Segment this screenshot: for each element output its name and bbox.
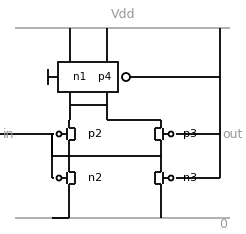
Text: p2: p2 (88, 129, 102, 139)
Text: n2: n2 (88, 173, 102, 183)
Text: out: out (223, 128, 243, 140)
Text: Vdd: Vdd (111, 7, 135, 21)
Circle shape (122, 73, 130, 81)
Text: p3: p3 (183, 129, 197, 139)
Circle shape (57, 176, 62, 180)
Circle shape (57, 132, 62, 136)
Text: p4: p4 (98, 72, 112, 82)
Text: n1: n1 (73, 72, 87, 82)
Text: n3: n3 (183, 173, 197, 183)
Text: 0: 0 (219, 219, 227, 231)
Circle shape (169, 132, 173, 136)
Text: in: in (3, 128, 14, 140)
Bar (58, 62, 118, 92)
Circle shape (169, 176, 173, 180)
